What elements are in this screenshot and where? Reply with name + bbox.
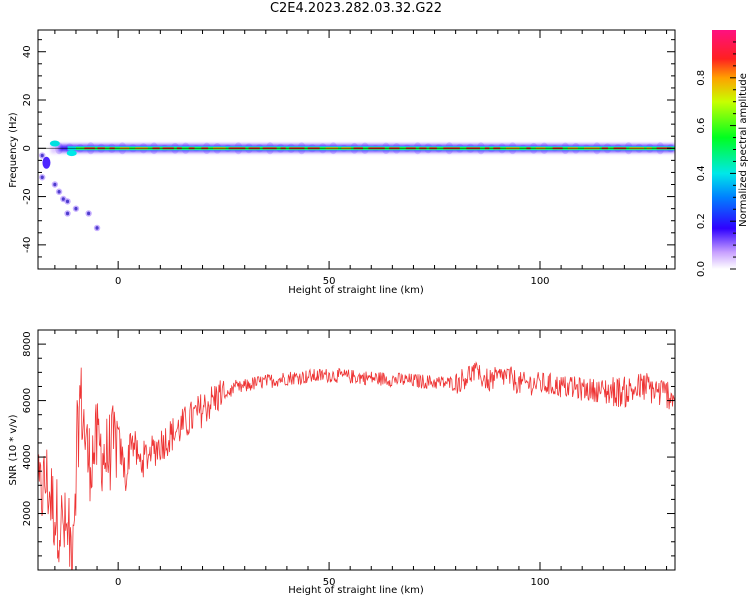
snr-x-axis-label: Height of straight line (km) [288, 585, 424, 596]
spectrogram-x-tick-label: 50 [323, 276, 336, 287]
spectrogram-y-tick-label: 0 [22, 145, 33, 151]
scatter-blob-core [40, 153, 44, 158]
snr-y-tick-label: 8000 [22, 331, 33, 356]
early-ridge-blob [66, 150, 77, 157]
spectrogram-y-axis-label: Frequency (Hz) [8, 112, 19, 188]
colorbar-tick-label: 0.4 [696, 165, 707, 181]
scatter-blob-core [74, 206, 78, 211]
spectrogram-y-tick-label: 40 [22, 45, 33, 58]
snr-series-line [38, 361, 675, 570]
scatter-blob-core [40, 175, 44, 180]
snr-y-tick-label: 6000 [22, 388, 33, 413]
snr-x-tick-label: 0 [115, 577, 121, 588]
spectrogram-y-tick-label: -40 [22, 237, 33, 253]
colorbar-ticks: 0.0 0.2 0.4 0.6 0.8 [696, 41, 736, 277]
spectrogram-heatmap [38, 140, 675, 232]
early-ridge-blob [49, 140, 60, 147]
scatter-blob-core [53, 182, 57, 187]
scatter-blob-core [95, 226, 99, 230]
early-ridge-blob [42, 156, 51, 169]
snr-line [38, 361, 675, 570]
spectrogram-y-tick-label: 20 [22, 94, 33, 107]
scatter-blob-core [57, 189, 61, 194]
snr-frame [37, 329, 676, 571]
scatter-blob-core [65, 211, 70, 216]
snr-y-tick-label: 2000 [22, 501, 33, 526]
scatter-blob-core [61, 197, 65, 201]
spectrogram-x-tick-label: 100 [530, 276, 549, 287]
page-title: C2E4.2023.282.03.32.G22 [269, 1, 443, 16]
spectrogram-y-tick-label: -20 [22, 188, 33, 204]
colorbar-tick-label: 0.0 [696, 261, 707, 277]
spectrogram-x-axis-label: Height of straight line (km) [288, 285, 424, 296]
snr-panel: 0 50 100 2000 4000 6000 8000 Height of straigh… [8, 329, 676, 596]
colorbar-tick-label: 0.6 [696, 118, 707, 134]
snr-x-tick-label: 100 [530, 577, 549, 588]
scatter-blob-core [87, 211, 91, 216]
snr-y-axis-label: SNR (10 * v/v) [8, 414, 19, 485]
scatter-blob-core [65, 199, 70, 204]
colorbar-tick-label: 0.2 [696, 213, 707, 229]
colorbar-tick-label: 0.8 [696, 70, 707, 86]
colorbar: 0.0 0.2 0.4 0.6 0.8 Normalized spectral ampl… [696, 30, 749, 277]
colorbar-label: Normalized spectral amplitude [738, 73, 749, 227]
spectrogram-panel: 0 50 100 -40 -20 0 20 40 Height of straight lin… [8, 29, 676, 296]
spectrogram-x-tick-label: 0 [115, 276, 121, 287]
snr-y-tick-label: 4000 [22, 444, 33, 469]
colorbar-gradient [712, 30, 736, 269]
spectrogram-frame [37, 29, 676, 270]
snr-ticks: 0 50 100 2000 4000 6000 8000 [22, 329, 675, 588]
spectrogram-ticks: 0 50 100 -40 -20 0 20 40 [22, 30, 675, 287]
snr-x-tick-label: 50 [323, 577, 336, 588]
